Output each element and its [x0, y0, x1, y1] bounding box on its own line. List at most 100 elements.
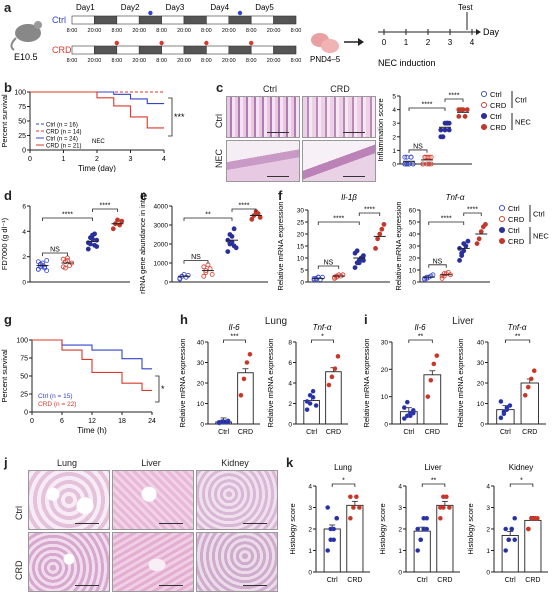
- time-tick-label: 8:00: [111, 58, 122, 64]
- data-point: [440, 134, 446, 140]
- legend-label: Ctrl: [508, 204, 520, 213]
- x-tick-label: CRD: [525, 577, 540, 584]
- bar: [346, 504, 364, 573]
- day-axis-label: Day: [483, 27, 500, 37]
- data-point: [457, 258, 462, 263]
- data-point: [415, 526, 421, 532]
- data-point: [354, 248, 360, 254]
- ctrl-row-label: Ctrl: [52, 15, 66, 25]
- y-tick-label: 30: [381, 340, 389, 347]
- legend-label: Ctrl (n = 24): [46, 137, 78, 143]
- time-tick-label: 20:00: [222, 58, 236, 64]
- crd-time-ticks: 8:00 20:00 8:00 20:00 8:00 20:00 8:00 20:00 8:00…: [67, 58, 302, 64]
- data-point: [377, 231, 383, 237]
- y-axis-label: Relative mRNA expression: [362, 338, 371, 427]
- y-tick-label: 50: [20, 374, 28, 381]
- crd-segment: [138, 45, 162, 55]
- data-point: [60, 256, 66, 262]
- chart-title: Tnf-α: [446, 193, 465, 202]
- data-point: [63, 265, 68, 271]
- data-point: [402, 161, 408, 167]
- significance-bracket: [358, 212, 381, 216]
- legend-swatch: [498, 237, 506, 245]
- x-axis-label: Time (day): [78, 164, 116, 172]
- data-point: [313, 403, 319, 408]
- significance-label: NS: [191, 254, 201, 261]
- x-tick-label: 0: [28, 156, 32, 163]
- j-row-label-ctrl: Ctrl: [14, 506, 24, 520]
- legend-label: CRD (n = 14): [46, 130, 82, 136]
- data-point: [325, 548, 331, 553]
- significance-bracket: [444, 98, 464, 102]
- data-point: [110, 226, 116, 232]
- significance-bracket: [428, 264, 447, 268]
- data-point: [462, 114, 468, 119]
- chart-d-fd7000: 0 2 4 6 FD7000 (g dl⁻¹) **** **** NS: [0, 203, 130, 287]
- crd-segment: [273, 45, 297, 55]
- significance-label: *: [161, 384, 165, 394]
- data-point: [407, 413, 413, 419]
- y-axis-label: Percent survival: [0, 349, 9, 403]
- y-tick-label: 60: [409, 208, 417, 215]
- time-tick-label: 20:00: [177, 28, 191, 34]
- time-tick-label: 20:00: [177, 58, 191, 64]
- panel-g-letter: g: [4, 312, 12, 327]
- y-tick-label: 0: [398, 570, 402, 577]
- chart-title: Lung: [334, 463, 352, 472]
- chart-k-kidney: Kidney 0 1 2 3 4 Histology score Ctrl CRD *: [466, 463, 548, 584]
- significance-label: **: [431, 478, 437, 485]
- data-point: [498, 399, 504, 404]
- ctrl-segment: [71, 15, 95, 25]
- ctrl-segment: [206, 15, 230, 25]
- crd-segment: [116, 45, 140, 55]
- y-axis-label: Relative mRNA expression: [276, 201, 285, 290]
- y-tick-label: 1: [398, 548, 402, 555]
- y-tick-label: 3000: [154, 223, 169, 230]
- data-point: [438, 515, 443, 521]
- data-point: [447, 505, 452, 510]
- data-point: [478, 229, 484, 234]
- legend-swatch: [480, 112, 488, 120]
- data-point: [535, 515, 540, 521]
- y-axis-label: Histology score: [466, 503, 475, 554]
- y-tick-label: 1: [308, 548, 312, 555]
- data-point: [335, 354, 341, 359]
- y-tick-label: 20: [477, 381, 485, 388]
- y-tick-label: 0: [308, 570, 312, 577]
- legend-label: CRD: [490, 123, 507, 132]
- significance-bracket: [408, 149, 428, 153]
- data-point: [442, 127, 448, 133]
- data-point: [501, 409, 507, 414]
- chart-c-inflammation: 0 1 2 3 4 5 Inflammation score **** **** NS: [376, 93, 472, 169]
- y-tick-label: 25: [297, 220, 305, 227]
- crd-dot-marker: [249, 40, 254, 46]
- y-tick-label: 20: [381, 367, 389, 374]
- data-point: [375, 236, 381, 242]
- ctrl-segment: [273, 15, 297, 25]
- data-point: [326, 382, 332, 388]
- significance-label: ****: [100, 203, 111, 210]
- data-point: [381, 222, 387, 227]
- crd-segment: [161, 45, 185, 55]
- time-tick-label: 8:00: [246, 28, 257, 34]
- x-tick-label: Ctrl: [403, 429, 414, 436]
- significance-label: ***: [230, 334, 238, 341]
- y-tick-label: 4: [398, 484, 402, 491]
- j-histology-liver-ctrl: [112, 470, 194, 530]
- legend-swatch: [498, 215, 506, 223]
- data-point: [444, 120, 450, 126]
- y-tick-label: 5: [300, 268, 304, 275]
- y-axis-label: Relative mRNA expression: [456, 338, 465, 427]
- data-point: [476, 236, 482, 242]
- day-label: Day4: [210, 3, 229, 12]
- x-tick-label: Ctrl: [218, 429, 229, 436]
- time-tick-label: 8:00: [67, 58, 78, 64]
- x-tick-label: CRD: [437, 577, 452, 584]
- significance-bracket: [168, 97, 173, 137]
- time-tick-label: 20:00: [267, 58, 281, 64]
- j-histology-lung-crd: [28, 532, 110, 592]
- legend-label: Ctrl: [490, 90, 502, 99]
- panel-e-letter: e: [140, 188, 148, 203]
- data-point: [238, 393, 244, 398]
- y-tick-label: 4000: [154, 204, 169, 211]
